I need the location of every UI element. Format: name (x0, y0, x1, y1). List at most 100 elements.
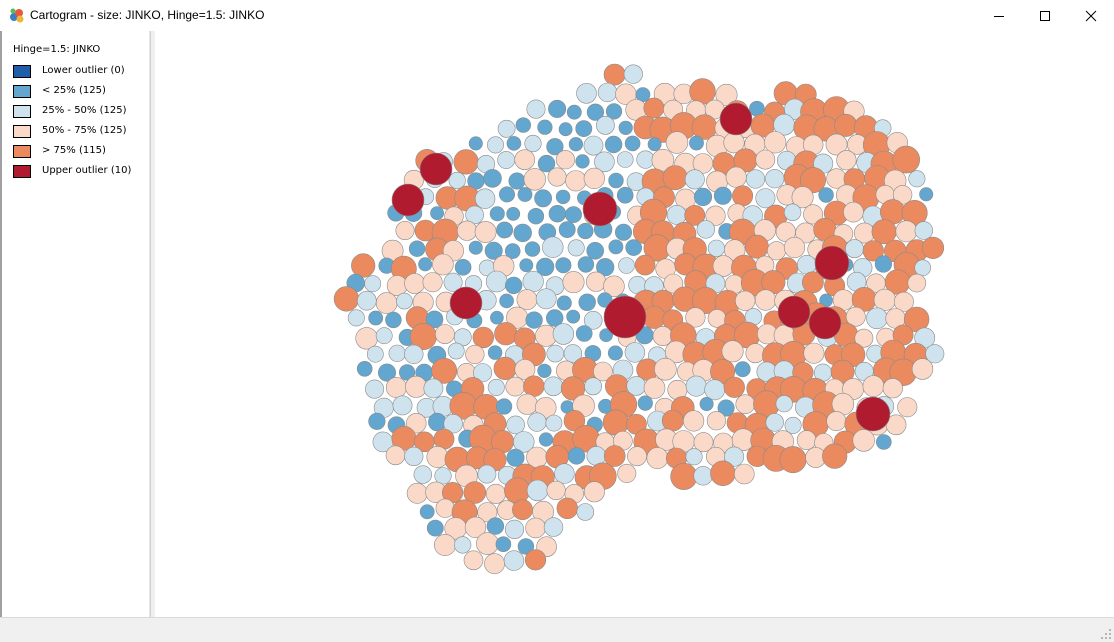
map-region-circle[interactable] (607, 345, 623, 361)
map-region-circle[interactable] (484, 241, 503, 260)
map-region-circle[interactable] (543, 376, 564, 397)
legend-item-upper-outlier[interactable]: Upper outlier (10) (13, 164, 148, 180)
map-region-circle[interactable] (375, 327, 393, 345)
map-region-circle[interactable] (666, 204, 687, 225)
map-region-circle[interactable] (755, 188, 776, 209)
map-region-circle[interactable] (723, 376, 745, 398)
map-region-circle[interactable] (907, 273, 927, 293)
map-region-circle[interactable] (696, 220, 715, 239)
map-region-circle[interactable] (583, 135, 604, 156)
legend-item-q3[interactable]: 50% - 75% (125) (13, 124, 148, 140)
map-region-circle[interactable] (875, 434, 892, 450)
map-region-circle[interactable] (576, 503, 595, 521)
map-region-circle[interactable] (516, 289, 538, 311)
map-region-circle[interactable] (499, 293, 514, 309)
map-region-circle[interactable] (496, 398, 513, 415)
map-region-circle[interactable] (484, 553, 505, 575)
map-region-circle[interactable] (845, 306, 866, 327)
map-region-circle[interactable] (608, 239, 624, 255)
map-region-circle[interactable] (663, 273, 684, 294)
map-region-circle[interactable] (514, 149, 536, 170)
map-region-circle[interactable] (616, 151, 634, 168)
map-region-circle[interactable] (399, 364, 416, 381)
map-region-circle[interactable] (463, 550, 484, 571)
map-region-circle[interactable] (404, 273, 426, 294)
map-region-circle[interactable] (755, 149, 776, 170)
map-region-circle[interactable] (506, 136, 522, 151)
map-region-circle[interactable] (914, 221, 933, 240)
map-region-circle[interactable] (764, 131, 787, 154)
map-region-circle[interactable] (583, 310, 603, 330)
map-region-circle[interactable] (443, 414, 463, 434)
map-region-circle[interactable] (684, 204, 706, 226)
map-region-circle[interactable] (498, 186, 515, 203)
map-region-circle[interactable] (693, 432, 714, 453)
map-region-circle[interactable] (684, 169, 705, 190)
map-region-circle[interactable] (477, 502, 498, 523)
map-region-circle[interactable] (693, 187, 713, 206)
map-region-circle[interactable] (406, 482, 428, 504)
map-region-circle[interactable] (487, 378, 505, 396)
map-region-circle[interactable] (618, 120, 633, 135)
map-region-circle[interactable] (754, 289, 777, 311)
map-region-circle[interactable] (783, 203, 802, 222)
map-region-circle[interactable] (468, 240, 483, 255)
map-region-circle[interactable] (583, 167, 605, 189)
map-region-circle[interactable] (623, 64, 643, 84)
map-region-circle[interactable] (765, 169, 785, 189)
map-region-circle[interactable] (486, 136, 504, 154)
map-region-circle[interactable] (522, 270, 544, 293)
map-region-circle[interactable] (525, 311, 543, 329)
map-region-circle[interactable] (577, 222, 594, 240)
map-region-circle[interactable] (368, 310, 384, 326)
map-region-circle[interactable] (524, 241, 541, 257)
map-region-circle[interactable] (434, 467, 452, 485)
map-region-circle[interactable] (717, 399, 735, 417)
map-region-circle[interactable] (670, 462, 698, 490)
map-region-circle[interactable] (494, 322, 518, 346)
map-region-circle[interactable] (897, 397, 918, 418)
map-region-circle[interactable] (654, 357, 677, 381)
map-region-circle[interactable] (724, 446, 745, 467)
close-button[interactable] (1068, 0, 1114, 31)
map-region-circle[interactable] (368, 412, 386, 430)
map-region-circle[interactable] (710, 460, 736, 486)
map-region-circle[interactable] (496, 221, 514, 239)
map-region-circle[interactable] (405, 375, 428, 398)
map-region-circle[interactable] (921, 236, 945, 259)
map-region-circle[interactable] (765, 413, 784, 432)
map-region-circle[interactable] (892, 185, 913, 205)
map-region-circle[interactable] (713, 186, 732, 205)
map-region-circle[interactable] (487, 345, 503, 360)
map-region-circle-upper-outlier[interactable] (855, 396, 891, 432)
map-region-circle[interactable] (689, 135, 704, 151)
map-region-circle[interactable] (586, 103, 605, 121)
map-region-circle[interactable] (784, 416, 802, 434)
map-region-circle[interactable] (476, 532, 499, 555)
map-region-circle[interactable] (454, 536, 472, 554)
map-region-circle[interactable] (836, 150, 857, 171)
map-region-circle[interactable] (456, 220, 478, 241)
map-region-circle[interactable] (366, 345, 384, 363)
map-region-circle[interactable] (477, 464, 497, 484)
map-region-circle[interactable] (465, 344, 485, 365)
map-region-circle-upper-outlier[interactable] (808, 306, 842, 340)
map-region-circle[interactable] (418, 257, 433, 272)
map-region-circle[interactable] (874, 255, 893, 273)
pane-splitter[interactable] (151, 31, 155, 617)
map-region-circle[interactable] (567, 447, 586, 465)
map-region-circle[interactable] (892, 145, 921, 174)
map-region-circle[interactable] (911, 358, 934, 380)
map-region-circle[interactable] (504, 243, 521, 259)
map-region-circle[interactable] (685, 307, 706, 328)
map-region-circle[interactable] (791, 186, 814, 209)
map-region-circle[interactable] (547, 167, 567, 187)
map-region-circle[interactable] (472, 326, 494, 349)
map-region-circle[interactable] (422, 272, 443, 293)
map-region-circle[interactable] (543, 517, 564, 537)
map-region-circle[interactable] (608, 172, 624, 189)
map-region-circle[interactable] (356, 360, 373, 377)
maximize-button[interactable] (1022, 0, 1068, 31)
map-region-circle[interactable] (546, 480, 566, 501)
map-region-circle[interactable] (406, 413, 427, 434)
